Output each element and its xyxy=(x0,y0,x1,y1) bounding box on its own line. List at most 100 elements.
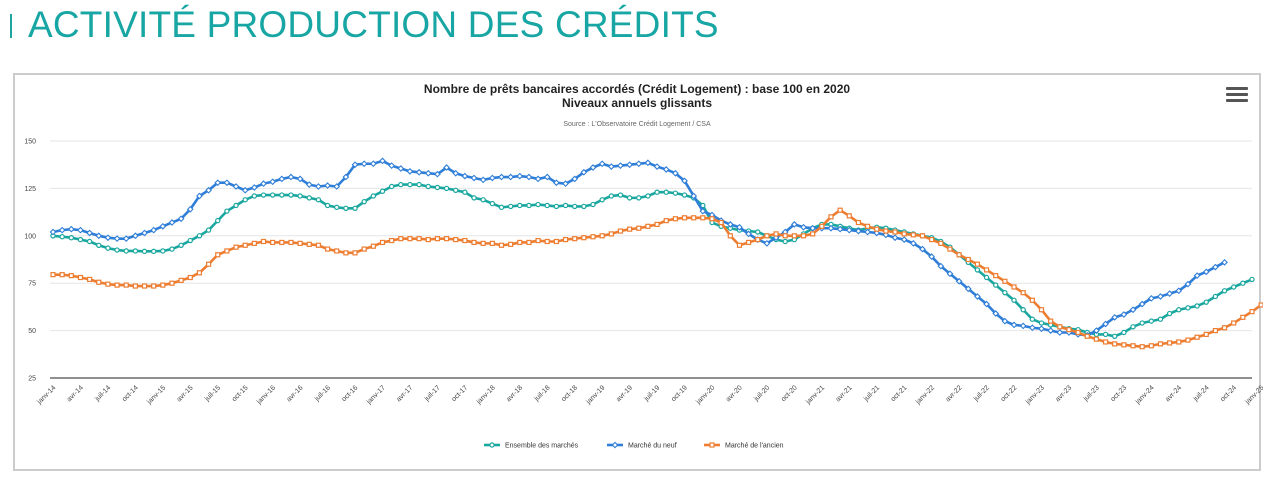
header-accent-bar xyxy=(10,14,12,38)
data-point xyxy=(1048,318,1054,324)
data-point xyxy=(645,193,651,199)
legend-label: Marché de l'ancien xyxy=(725,443,784,450)
data-point xyxy=(1002,278,1008,284)
data-point xyxy=(223,179,231,187)
data-point xyxy=(360,160,368,168)
data-point xyxy=(562,180,569,188)
data-point xyxy=(297,240,303,246)
data-point xyxy=(242,242,248,248)
data-point xyxy=(480,240,486,246)
chart-frame xyxy=(13,73,1261,471)
data-point xyxy=(49,228,57,236)
data-point xyxy=(855,219,862,226)
x-tick-label: janv-22 xyxy=(914,384,936,406)
data-point xyxy=(169,246,175,252)
data-point xyxy=(251,240,257,246)
data-point xyxy=(388,183,395,190)
data-point xyxy=(763,240,771,247)
data-point xyxy=(525,173,533,181)
data-point xyxy=(86,229,93,237)
legend-item-0[interactable]: Ensemble des marchés xyxy=(484,442,579,450)
data-point xyxy=(443,164,450,171)
data-point xyxy=(983,274,990,281)
data-point xyxy=(86,238,93,245)
data-point xyxy=(95,232,103,240)
data-point xyxy=(964,285,972,293)
data-point xyxy=(580,168,588,176)
data-point xyxy=(937,262,945,270)
data-point xyxy=(67,225,75,233)
data-point xyxy=(636,225,642,231)
data-point xyxy=(1157,316,1164,322)
data-point xyxy=(389,237,395,244)
data-point xyxy=(471,239,477,246)
data-point xyxy=(507,203,514,210)
data-point xyxy=(279,192,285,198)
data-point xyxy=(507,173,515,181)
data-point xyxy=(443,185,450,192)
x-tick-label: janv-17 xyxy=(365,384,387,406)
data-point xyxy=(1121,342,1127,348)
data-point xyxy=(1231,320,1237,326)
data-point xyxy=(746,239,752,246)
data-point xyxy=(562,236,569,243)
data-point xyxy=(1230,284,1237,290)
data-point xyxy=(517,239,523,246)
data-point xyxy=(1111,313,1119,321)
x-tick-label: janv-18 xyxy=(475,384,497,406)
x-tick-label: juil-21 xyxy=(862,384,881,403)
data-point xyxy=(470,174,478,182)
data-point xyxy=(626,161,633,169)
data-point xyxy=(992,310,1000,317)
data-point xyxy=(489,240,495,246)
data-point xyxy=(516,172,524,180)
x-tick-label: avr-23 xyxy=(1054,384,1073,403)
data-point xyxy=(453,236,459,243)
data-point xyxy=(215,217,221,224)
data-point xyxy=(141,248,148,255)
data-point xyxy=(1038,307,1045,313)
data-point xyxy=(836,225,844,233)
data-point xyxy=(315,183,322,190)
data-point xyxy=(324,182,331,189)
series-1 xyxy=(49,157,1228,339)
data-point xyxy=(726,221,734,228)
data-point xyxy=(627,226,633,232)
data-point xyxy=(1240,314,1246,320)
data-point xyxy=(224,208,230,214)
data-point xyxy=(845,226,853,234)
data-point xyxy=(607,163,615,170)
data-point xyxy=(288,192,294,198)
data-point xyxy=(1084,333,1090,339)
data-point xyxy=(946,270,954,278)
data-point xyxy=(232,183,240,190)
x-tick-label: janv-21 xyxy=(804,384,826,406)
chart-source: Source : L'Observatoire Crédit Logement … xyxy=(563,121,711,128)
data-point xyxy=(343,250,349,256)
data-point xyxy=(1185,305,1191,311)
data-point xyxy=(141,283,148,289)
data-point xyxy=(260,238,267,245)
data-point xyxy=(681,215,688,221)
legend-item-2[interactable]: Marché de l'ancien xyxy=(704,442,784,450)
data-point xyxy=(233,202,239,209)
data-point xyxy=(855,227,862,235)
chart-menu-hamburger-icon[interactable] xyxy=(1226,87,1248,103)
legend-item-1[interactable]: Marché du neuf xyxy=(607,441,677,450)
data-point xyxy=(50,272,56,278)
data-point xyxy=(287,173,295,181)
data-point xyxy=(278,175,286,183)
data-point xyxy=(773,231,779,237)
data-point xyxy=(1221,288,1228,294)
data-point xyxy=(983,300,990,308)
data-point xyxy=(498,242,505,248)
grid-lines xyxy=(50,140,1252,379)
data-point xyxy=(993,273,999,279)
data-point xyxy=(407,236,413,242)
data-point xyxy=(425,183,431,190)
data-point xyxy=(1102,331,1109,338)
data-point xyxy=(1176,307,1182,313)
data-point xyxy=(361,198,367,205)
x-tick-label: juil-18 xyxy=(533,384,552,403)
